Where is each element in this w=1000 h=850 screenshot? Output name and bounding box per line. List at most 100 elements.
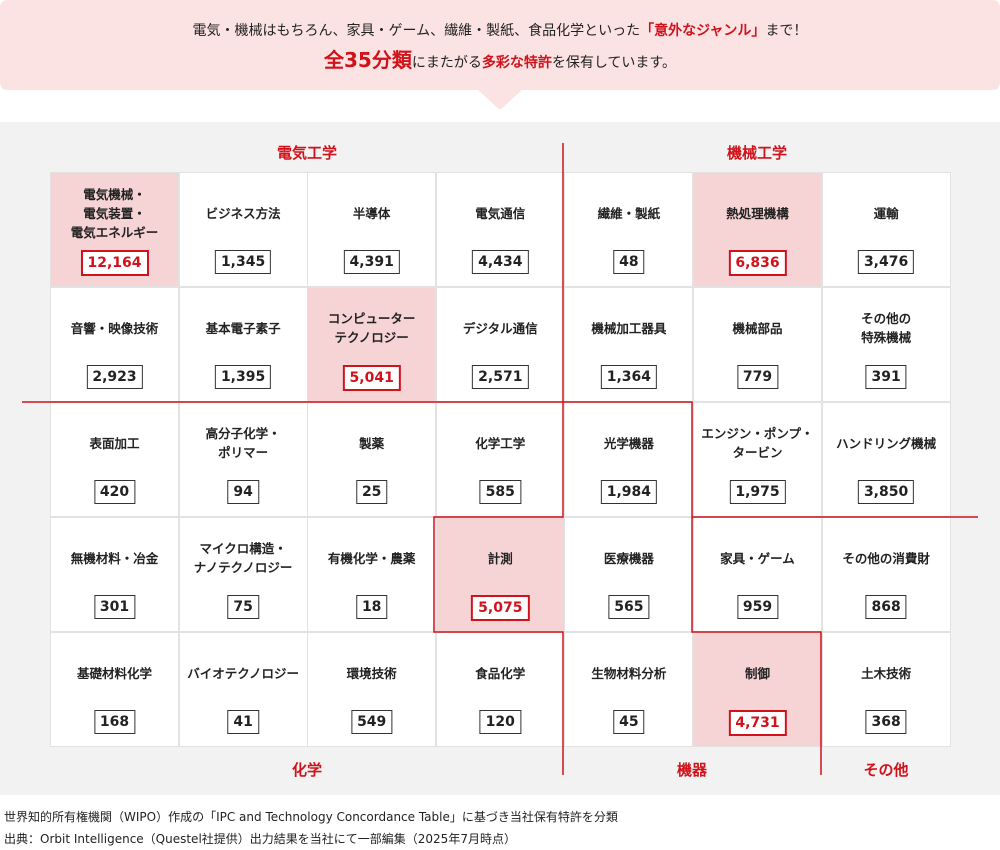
category-cell: ハンドリング機械 3,850 — [821, 402, 951, 517]
patent-count: 420 — [93, 480, 136, 504]
category-cell: 熱処理機構 6,836 — [693, 172, 822, 287]
label-line: 特殊機械 — [861, 330, 912, 345]
category-label: 運輸 — [823, 204, 950, 223]
category-label: 音響・映像技術 — [51, 319, 178, 338]
label-line: 半導体 — [352, 205, 391, 221]
label-line: コンピューター — [327, 311, 416, 326]
patent-count: 1,975 — [729, 480, 786, 504]
label-line: 運輸 — [873, 205, 899, 221]
label-line: 機械加工器具 — [591, 320, 667, 336]
category-label: エンジン・ポンプ・ タービン — [694, 424, 821, 462]
patent-count: 1,364 — [600, 365, 658, 389]
category-label: 電気通信 — [437, 204, 564, 223]
label-line: 熱処理機構 — [726, 205, 789, 221]
label-line: ハンドリング機械 — [836, 435, 937, 451]
patent-count: 4,391 — [343, 250, 400, 274]
label-line: ナノテクノロジー — [193, 560, 293, 575]
speech-bubble — [0, 0, 1000, 110]
label-line: 表面加工 — [89, 435, 140, 451]
category-label: バイオテクノロジー — [180, 664, 307, 683]
label-line: 計測 — [487, 550, 513, 566]
patent-count: 94 — [227, 480, 259, 504]
label-line: 環境技術 — [346, 665, 397, 681]
category-cell: 土木技術 368 — [821, 632, 951, 747]
label-line: 音響・映像技術 — [70, 320, 159, 336]
category-cell: 電気機械・電気装置・電気エネルギー 12,164 — [50, 172, 179, 287]
category-label: 機械加工器具 — [565, 319, 692, 338]
category-cell: 製薬 25 — [307, 402, 437, 517]
category-cell: 医療機器 565 — [564, 517, 694, 632]
category-label: 医療機器 — [565, 549, 692, 568]
category-cell: 機械加工器具 1,364 — [564, 287, 694, 402]
patent-count: 75 — [227, 595, 259, 619]
category-label: 制御 — [694, 664, 821, 683]
category-cell: 表面加工 420 — [50, 402, 179, 517]
category-label: その他の消費財 — [823, 549, 950, 568]
label-line: その他の — [861, 311, 912, 326]
category-label: 土木技術 — [823, 664, 950, 683]
patent-count: 368 — [865, 710, 907, 734]
category-cell: 食品化学 120 — [435, 632, 565, 747]
category-cell: 光学機器 1,984 — [564, 402, 694, 517]
note: 世界知的所有権機関（WIPO）作成の「IPC and Technology Co… — [4, 810, 618, 824]
group-label: 機器 — [676, 761, 708, 779]
patent-count: 3,476 — [857, 250, 915, 274]
category-label: その他の 特殊機械 — [823, 309, 950, 347]
category-label: ハンドリング機械 — [823, 434, 950, 453]
patent-count: 565 — [608, 595, 650, 619]
category-cell: エンジン・ポンプ・ タービン 1,975 — [693, 402, 822, 517]
label-line: 高分子化学・ — [205, 426, 281, 441]
category-cell: 高分子化学・ ポリマー 94 — [178, 402, 308, 517]
group-label: 機械工学 — [726, 144, 788, 162]
patent-count: 4,731 — [728, 710, 787, 736]
category-label: 電気機械・電気装置・電気エネルギー — [51, 185, 178, 242]
category-cell: 化学工学 585 — [435, 402, 565, 517]
category-cell: デジタル通信 2,571 — [435, 287, 565, 402]
label-line: 光学機器 — [603, 435, 654, 451]
category-cell: 基本電子素子 1,395 — [178, 287, 308, 402]
category-label: 計測 — [437, 549, 564, 568]
patent-count: 301 — [93, 595, 136, 619]
category-label: 基本電子素子 — [180, 319, 307, 338]
patent-count: 5,075 — [471, 595, 530, 621]
note: 出典：Orbit Intelligence（Questel社提供）出力結果を当社… — [4, 832, 516, 846]
headline-2: 全35分類にまたがる多彩な特許を保有しています。 — [0, 44, 1000, 73]
category-cell: 家具・ゲーム 959 — [693, 517, 822, 632]
patent-count: 3,850 — [857, 480, 915, 504]
label-line: 生物材料分析 — [591, 665, 667, 681]
group-label: その他 — [863, 761, 909, 779]
category-cell: 基礎材料化学 168 — [50, 632, 179, 747]
label-line: マイクロ構造・ — [199, 541, 287, 556]
headline-segment: を保有しています。 — [551, 55, 677, 71]
category-cell: 機械部品 779 — [693, 287, 822, 402]
headline-segment: にまたがる — [411, 55, 482, 71]
category-label: 表面加工 — [51, 434, 178, 453]
category-cell: 制御 4,731 — [693, 632, 822, 747]
label-line: バイオテクノロジー — [187, 665, 299, 681]
patent-count: 1,395 — [214, 365, 272, 389]
patent-count: 12,164 — [80, 250, 149, 276]
label-line: 無機材料・冶金 — [70, 550, 159, 566]
category-label: 熱処理機構 — [694, 204, 821, 223]
category-label: 光学機器 — [565, 434, 692, 453]
label-line: 電気エネルギー — [70, 224, 159, 240]
group-label: 電気工学 — [276, 144, 338, 162]
label-line: ポリマー — [218, 445, 269, 460]
patent-count: 959 — [736, 595, 779, 619]
label-line: 電気装置・ — [83, 205, 146, 221]
category-cell: 電気通信 4,434 — [435, 172, 565, 287]
patent-count: 5,041 — [342, 365, 401, 391]
category-label: 食品化学 — [437, 664, 564, 683]
category-cell: 無機材料・冶金 301 — [50, 517, 179, 632]
headline-segment: 多彩な特許 — [481, 55, 552, 71]
category-cell: 繊維・製紙 48 — [564, 172, 694, 287]
category-label: 製薬 — [308, 434, 435, 453]
patent-count: 41 — [227, 710, 259, 734]
label-line: 基本電子素子 — [205, 320, 281, 336]
label-line: 繊維・製紙 — [597, 205, 661, 221]
label-line: 電気機械・ — [83, 186, 146, 202]
category-cell: その他の 特殊機械 391 — [821, 287, 951, 402]
category-cell: 有機化学・農薬 18 — [307, 517, 437, 632]
label-line: テクノロジー — [334, 330, 409, 345]
